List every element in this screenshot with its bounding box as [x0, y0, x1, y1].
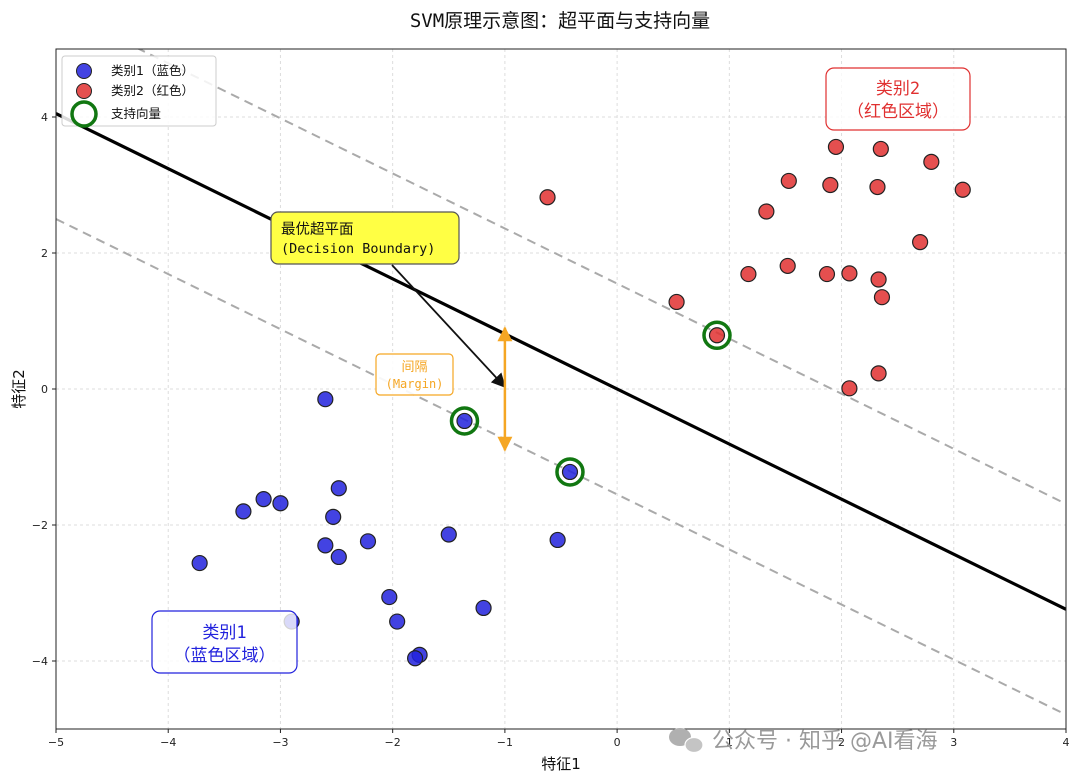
data-point-class1	[440, 526, 457, 543]
hyperplane-annotation-title: 最优超平面	[281, 221, 354, 238]
hyperplane-annotation-box	[270, 211, 460, 265]
y-tick-label: 0	[41, 383, 48, 396]
y-tick-label: −2	[32, 519, 48, 532]
data-point-class1	[561, 463, 579, 481]
data-point-class1	[381, 588, 398, 606]
x-tick-label: 1	[726, 736, 733, 749]
data-point-class2	[758, 203, 775, 220]
data-point-class2	[779, 257, 796, 275]
data-point-class2	[827, 138, 845, 156]
region1-label-title: 类别1	[202, 623, 246, 643]
data-point-class1	[255, 491, 272, 508]
data-point-class1	[317, 391, 334, 408]
data-point-class2	[780, 172, 797, 190]
x-tick-label: 2	[838, 736, 845, 749]
support-vector-ring	[555, 457, 585, 487]
data-point-class2	[954, 181, 971, 198]
data-point-class2	[870, 271, 887, 288]
data-point-class2	[708, 327, 726, 344]
data-point-class2	[869, 178, 886, 196]
hyperplane-annotation-subtitle: (Decision Boundary)	[281, 241, 435, 257]
legend-label-class2: 类别2（红色）	[111, 83, 194, 98]
data-point-class1	[330, 548, 347, 566]
y-tick-label: −4	[32, 655, 48, 668]
data-point-class1	[317, 537, 334, 554]
x-tick-label: 0	[614, 736, 621, 749]
data-point-class2	[539, 189, 556, 206]
data-point-class1	[191, 554, 208, 572]
x-tick-label: −1	[497, 736, 513, 749]
data-point-class1	[389, 613, 406, 630]
data-point-class2	[668, 293, 685, 311]
legend-label-class1: 类别1（蓝色）	[111, 63, 194, 78]
data-point-class2	[841, 265, 858, 282]
x-tick-label: −2	[385, 736, 401, 749]
margin-line	[136, 49, 1066, 505]
y-tick-label: 2	[41, 247, 48, 260]
region1-label-box	[151, 610, 298, 674]
watermark: 公众号 · 知乎 @AI看海	[669, 728, 938, 754]
data-point-class2	[872, 140, 889, 158]
legend-marker-class1	[76, 63, 92, 79]
data-point-class1	[407, 650, 424, 667]
wechat-icon	[669, 728, 704, 754]
legend-marker-class2	[76, 83, 92, 99]
x-tick-label: −5	[48, 736, 64, 749]
data-point-class1	[325, 508, 342, 525]
margin-label-title: 间隔	[401, 360, 427, 375]
y-tick-label: 4	[41, 111, 48, 124]
data-point-class2	[873, 289, 891, 306]
data-point-class1	[235, 503, 252, 520]
support-vector-ring	[449, 406, 480, 436]
region2-label-subtitle: （红色区域）	[847, 102, 949, 122]
margin-label-subtitle: (Margin)	[386, 377, 444, 391]
x-tick-label: −4	[160, 736, 176, 749]
x-tick-label: 4	[1063, 736, 1070, 749]
data-point-class2	[818, 265, 836, 283]
data-point-class2	[870, 365, 887, 382]
chart-title: SVM原理示意图：超平面与支持向量	[410, 10, 710, 32]
data-point-class1	[456, 412, 473, 430]
data-point-class1	[475, 599, 492, 617]
margin-label-box	[375, 353, 454, 396]
data-point-class2	[740, 265, 757, 283]
legend-label-support-vectors: 支持向量	[111, 106, 161, 121]
hyperplane-line	[56, 112, 1066, 611]
legend-marker-support-vectors	[70, 100, 98, 128]
x-tick-label: 3	[950, 736, 957, 749]
legend-frame	[61, 55, 217, 127]
data-point-class1	[330, 480, 347, 497]
y-axis-label: 特征2	[10, 369, 28, 409]
support-vector-ring	[702, 320, 732, 351]
data-point-class1	[272, 495, 289, 512]
watermark-text: 公众号 · 知乎 @AI看海	[712, 729, 938, 754]
region1-label-subtitle: （蓝色区域）	[174, 646, 276, 666]
data-point-class1	[549, 531, 566, 549]
data-point-class1	[359, 533, 377, 550]
hyperplane-annotation-arrow	[391, 264, 506, 389]
x-axis-label: 特征1	[541, 755, 581, 773]
legend: 类别1（蓝色） 类别2（红色） 支持向量	[61, 55, 217, 128]
data-point-class2	[912, 234, 929, 251]
margin-line	[56, 218, 1066, 716]
data-point-class2	[923, 153, 940, 170]
region2-label-box	[825, 67, 971, 131]
x-tick-label: −3	[272, 736, 288, 749]
data-point-class2	[841, 380, 858, 397]
data-point-class2	[822, 176, 839, 194]
region2-label-title: 类别2	[876, 79, 920, 99]
